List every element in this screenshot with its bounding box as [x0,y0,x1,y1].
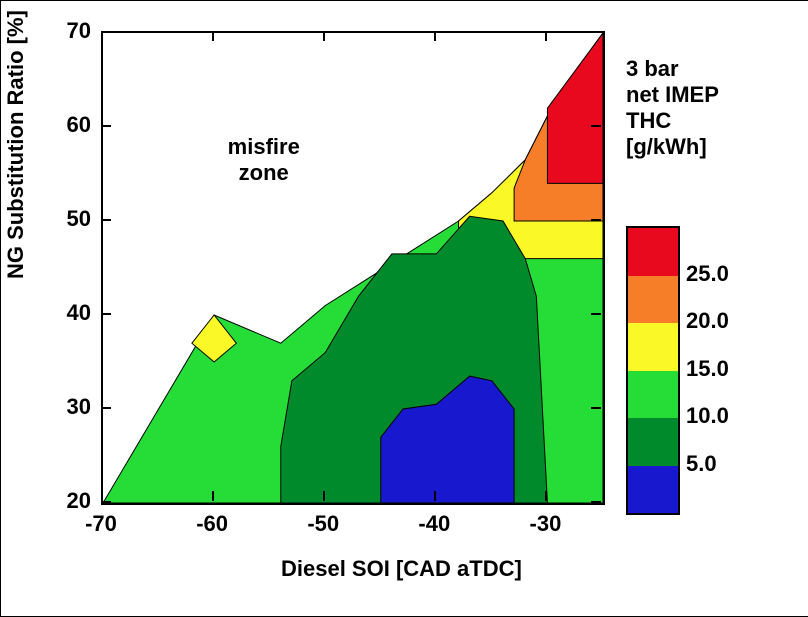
x-tick-label: -60 [196,511,228,537]
y-axis-label: NG Substitution Ratio [%] [3,10,29,279]
legend-segment [628,323,678,371]
x-tick-label: -40 [418,511,450,537]
legend-segment [628,371,678,419]
y-tick-label: 70 [56,18,91,44]
legend-label: 25.0 [686,261,729,287]
misfire-annotation: misfire zone [228,134,300,186]
plot-area [101,31,605,505]
annotation-line2: zone [228,160,300,186]
legend-label: 10.0 [686,403,729,429]
legend-title: 3 bar net IMEP THC [g/kWh] [626,56,719,160]
y-tick-label: 60 [56,112,91,138]
contour-chart: misfire zone -70 -60 -50 -40 -30 20 30 40 50 60 7… [0,0,808,617]
x-tick-label: -30 [530,511,562,537]
legend-segment [628,418,678,466]
legend-title-line3: THC [626,108,719,134]
legend-title-line4: [g/kWh] [626,134,719,160]
y-tick-label: 50 [56,206,91,232]
x-axis-label: Diesel SOI [CAD aTDC] [281,556,522,582]
x-tick-label: -50 [307,511,339,537]
legend-title-line2: net IMEP [626,82,719,108]
legend-title-line1: 3 bar [626,56,719,82]
legend-colorbar [626,226,680,515]
y-tick-label: 20 [56,488,91,514]
legend-label: 15.0 [686,356,729,382]
legend-segment [628,466,678,514]
legend-segment [628,276,678,324]
y-tick-label: 30 [56,394,91,420]
contour-svg [103,33,603,503]
y-tick-label: 40 [56,300,91,326]
legend-label: 20.0 [686,308,729,334]
annotation-line1: misfire [228,134,300,160]
legend-label: 5.0 [686,451,717,477]
x-tick-label: -70 [85,511,117,537]
legend-segment [628,228,678,276]
